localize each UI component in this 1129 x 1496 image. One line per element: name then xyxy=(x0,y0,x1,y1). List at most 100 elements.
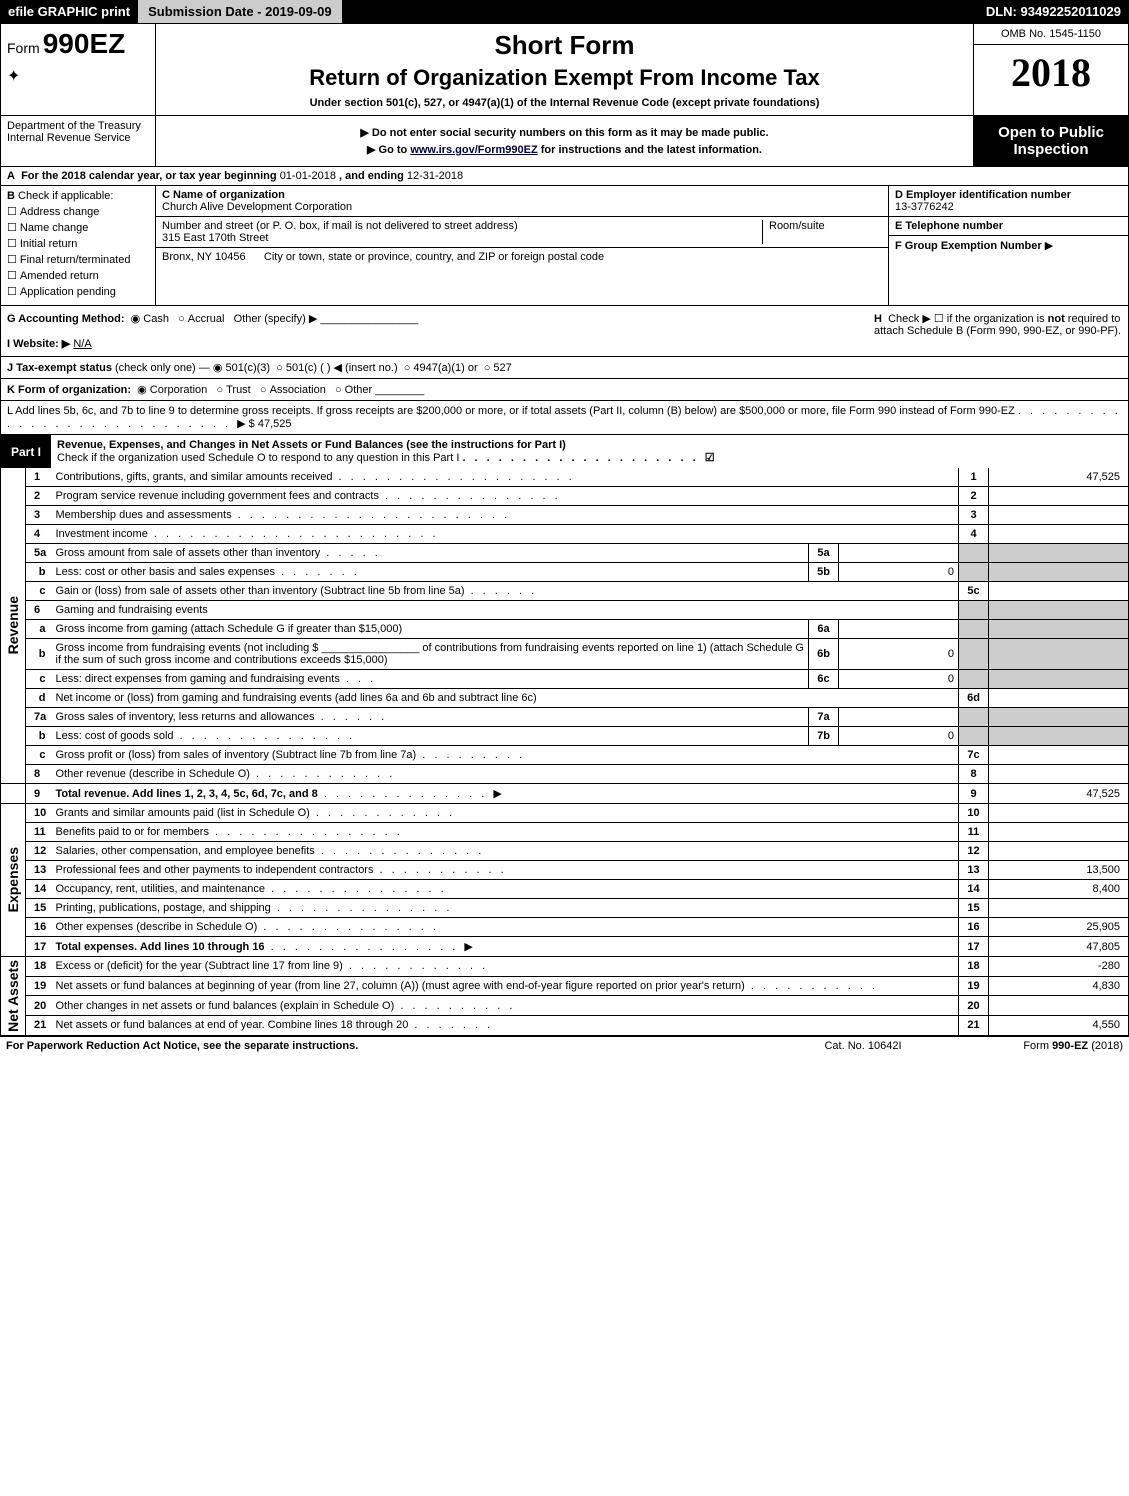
row-7b: b Less: cost of goods sold . . . . . . .… xyxy=(1,727,1129,746)
chk-address-change[interactable]: Address change xyxy=(7,205,149,218)
chk-schedule-o[interactable] xyxy=(705,452,718,464)
val-11 xyxy=(989,823,1129,842)
form-number-box: Form 990EZ ✦ xyxy=(1,24,156,115)
accounting-other: Other (specify) ▶ xyxy=(234,313,318,325)
val-6d xyxy=(989,689,1129,708)
row-2: 2 Program service revenue including gove… xyxy=(1,487,1129,506)
row-17: 17 Total expenses. Add lines 10 through … xyxy=(1,937,1129,957)
gross-receipts-value: ▶ $ 47,525 xyxy=(237,418,291,430)
form-number: 990EZ xyxy=(43,40,126,56)
row-5c: c Gain or (loss) from sale of assets oth… xyxy=(1,582,1129,601)
radio-527[interactable]: 527 xyxy=(484,362,512,374)
line-a: A For the 2018 calendar year, or tax yea… xyxy=(0,167,1129,186)
val-6a xyxy=(839,620,959,639)
row-8: 8 Other revenue (describe in Schedule O)… xyxy=(1,765,1129,784)
efile-label[interactable]: efile GRAPHIC print xyxy=(0,0,138,23)
val-3 xyxy=(989,506,1129,525)
under-section: Under section 501(c), 527, or 4947(a)(1)… xyxy=(164,97,965,109)
val-5c xyxy=(989,582,1129,601)
val-6c: 0 xyxy=(839,670,959,689)
row-18: Net Assets 18 Excess or (deficit) for th… xyxy=(1,957,1129,977)
radio-501c3[interactable]: 501(c)(3) xyxy=(213,362,270,374)
radio-trust[interactable]: Trust xyxy=(216,384,250,396)
chk-final-return[interactable]: Final return/terminated xyxy=(7,253,149,266)
dept-irs: Internal Revenue Service xyxy=(7,132,149,144)
val-5b: 0 xyxy=(839,563,959,582)
row-20: 20 Other changes in net assets or fund b… xyxy=(1,996,1129,1016)
page-footer: For Paperwork Reduction Act Notice, see … xyxy=(0,1036,1129,1055)
row-9: 9 Total revenue. Add lines 1, 2, 3, 4, 5… xyxy=(1,784,1129,804)
ein-value: 13-3776242 xyxy=(895,201,954,213)
val-12 xyxy=(989,842,1129,861)
row-12: 12 Salaries, other compensation, and emp… xyxy=(1,842,1129,861)
submission-date: Submission Date - 2019-09-09 xyxy=(138,0,343,23)
radio-other-org[interactable]: Other xyxy=(335,384,372,396)
department-box: Department of the Treasury Internal Reve… xyxy=(1,116,156,166)
row-19: 19 Net assets or fund balances at beginn… xyxy=(1,976,1129,996)
val-15 xyxy=(989,899,1129,918)
part1-title: Revenue, Expenses, and Changes in Net As… xyxy=(51,435,1128,468)
chk-name-change[interactable]: Name change xyxy=(7,221,149,234)
room-suite-label: Room/suite xyxy=(762,220,882,244)
val-6b: 0 xyxy=(839,639,959,670)
radio-corporation[interactable]: Corporation xyxy=(137,384,207,396)
instr-line2: ▶ Go to www.irs.gov/Form990EZ for instru… xyxy=(162,143,967,156)
val-7b: 0 xyxy=(839,727,959,746)
radio-cash[interactable]: Cash xyxy=(131,313,169,325)
row-3: 3 Membership dues and assessments . . . … xyxy=(1,506,1129,525)
line-k: K Form of organization: Corporation Trus… xyxy=(0,379,1129,401)
val-9: 47,525 xyxy=(989,784,1129,804)
paperwork-notice: For Paperwork Reduction Act Notice, see … xyxy=(6,1040,763,1052)
topbar: efile GRAPHIC print Submission Date - 20… xyxy=(0,0,1129,23)
org-address: 315 East 170th Street xyxy=(162,232,268,244)
row-13: 13 Professional fees and other payments … xyxy=(1,861,1129,880)
chk-initial-return[interactable]: Initial return xyxy=(7,237,149,250)
val-17: 47,805 xyxy=(989,937,1129,957)
line-j: J Tax-exempt status (check only one) — 5… xyxy=(0,357,1129,379)
chk-application-pending[interactable]: Application pending xyxy=(7,285,149,298)
radio-501c[interactable]: 501(c) ( ) ◀ (insert no.) xyxy=(276,362,397,374)
section-bcdef: B Check if applicable: Address change Na… xyxy=(0,186,1129,306)
header-title-box: Short Form Return of Organization Exempt… xyxy=(156,24,973,115)
row-6c: c Less: direct expenses from gaming and … xyxy=(1,670,1129,689)
dln: DLN: 93492252011029 xyxy=(978,0,1129,23)
addr-label: Number and street (or P. O. box, if mail… xyxy=(162,220,518,232)
form-prefix: Form xyxy=(7,40,40,56)
val-4 xyxy=(989,525,1129,544)
radio-association[interactable]: Association xyxy=(260,384,326,396)
org-name-cell: C Name of organization Church Alive Deve… xyxy=(156,186,888,217)
row-21: 21 Net assets or fund balances at end of… xyxy=(1,1016,1129,1036)
radio-accrual[interactable]: Accrual xyxy=(178,313,224,325)
section-b: B Check if applicable: Address change Na… xyxy=(1,186,156,305)
row-10: Expenses 10 Grants and similar amounts p… xyxy=(1,804,1129,823)
org-name-label: C Name of organization xyxy=(162,189,285,201)
header-row2: Department of the Treasury Internal Reve… xyxy=(0,116,1129,167)
open-to-public: Open to Public Inspection xyxy=(973,116,1128,166)
city-value: Bronx, NY 10456 xyxy=(162,251,246,263)
tax-year-end: 12-31-2018 xyxy=(407,170,463,182)
dept-treasury: Department of the Treasury xyxy=(7,120,149,132)
part1-header: Part I Revenue, Expenses, and Changes in… xyxy=(0,435,1129,468)
header-right: OMB No. 1545-1150 2018 xyxy=(973,24,1128,115)
chk-amended-return[interactable]: Amended return xyxy=(7,269,149,282)
org-addr-row: Number and street (or P. O. box, if mail… xyxy=(156,217,888,248)
val-7a xyxy=(839,708,959,727)
phone-cell: E Telephone number xyxy=(889,217,1128,236)
val-14: 8,400 xyxy=(989,880,1129,899)
expenses-sidelabel: Expenses xyxy=(5,847,21,912)
row-11: 11 Benefits paid to or for members . . .… xyxy=(1,823,1129,842)
irs-form-link[interactable]: www.irs.gov/Form990EZ xyxy=(410,144,537,156)
val-20 xyxy=(989,996,1129,1016)
radio-4947a1[interactable]: 4947(a)(1) or xyxy=(404,362,478,374)
website-value: N/A xyxy=(73,338,91,350)
netassets-sidelabel: Net Assets xyxy=(5,960,21,1032)
city-label: City or town, state or province, country… xyxy=(264,251,604,263)
tax-year-begin: 01-01-2018 xyxy=(280,170,336,182)
row-14: 14 Occupancy, rent, utilities, and maint… xyxy=(1,880,1129,899)
row-6b: b Gross income from fundraising events (… xyxy=(1,639,1129,670)
header: Form 990EZ ✦ Short Form Return of Organi… xyxy=(0,23,1129,116)
revenue-sidelabel: Revenue xyxy=(5,596,21,654)
row-15: 15 Printing, publications, postage, and … xyxy=(1,899,1129,918)
org-name: Church Alive Development Corporation xyxy=(162,201,352,213)
row-1: Revenue 1 Contributions, gifts, grants, … xyxy=(1,468,1129,487)
